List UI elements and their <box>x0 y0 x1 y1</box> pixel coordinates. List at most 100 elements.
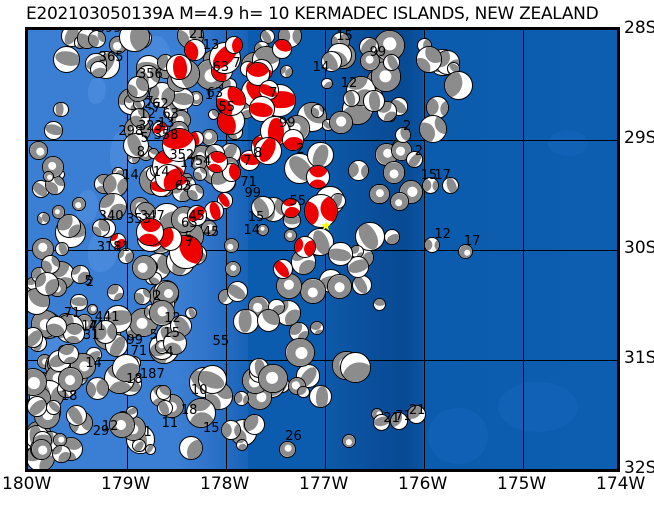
focal-mechanism-beachball <box>134 288 151 305</box>
map-plot-area: 3993653562622983233583523403533473184414… <box>25 27 620 472</box>
beachball-quadrants <box>297 386 309 398</box>
dilatational-quadrant <box>463 249 471 256</box>
beachball-quadrants <box>330 111 352 134</box>
ytick-label: 31S <box>624 348 654 368</box>
compressional-quadrant <box>226 163 241 181</box>
dilatational-quadrant <box>28 376 40 390</box>
compressional-quadrant <box>240 391 249 406</box>
xtick-label: 175W <box>497 474 547 494</box>
focal-mechanism-beachball <box>223 237 239 253</box>
beachball-quadrants <box>419 115 447 142</box>
compressional-quadrant <box>257 310 279 330</box>
beachball-number-label: 15 <box>163 325 181 341</box>
focal-mechanism-beachball <box>65 405 88 427</box>
dilatational-quadrant <box>227 243 234 250</box>
beachball-number-label: 99 <box>126 333 144 349</box>
focal-mechanism-beachball <box>52 101 69 118</box>
focal-mechanism-beachball <box>303 194 338 229</box>
beachball-quadrants <box>36 272 59 295</box>
xtick-label: 174W <box>596 474 646 494</box>
focal-mechanism-beachball <box>309 320 325 336</box>
beachball-quadrants <box>54 47 80 72</box>
ytick-label: 28S <box>624 18 654 38</box>
beachball-number-label: 71 <box>63 305 81 321</box>
focal-mechanism-beachball <box>372 414 390 432</box>
focal-mechanism-beachball <box>340 352 371 384</box>
focal-mechanism-beachball <box>363 90 385 113</box>
beachball-number-label: 14 <box>85 356 102 372</box>
focal-mechanism-beachball <box>305 165 330 190</box>
focal-mechanism-beachball <box>282 128 305 151</box>
focal-mechanism-beachball <box>251 195 275 220</box>
gridline-meridian <box>523 30 524 469</box>
beachball-quadrants <box>72 197 85 210</box>
beachball-number-label: 7 <box>152 100 161 116</box>
beachball-quadrants <box>221 420 241 440</box>
focal-mechanism-beachball <box>136 218 164 246</box>
beachball-quadrants <box>59 344 78 364</box>
compressional-quadrant <box>172 91 193 106</box>
beachball-number-label: 14 <box>312 60 330 76</box>
focal-mechanism-beachball <box>183 38 206 61</box>
compressional-quadrant <box>341 358 370 383</box>
focal-mechanism-beachball <box>86 377 110 401</box>
beachball-number-label: 63 <box>212 60 230 76</box>
compressional-quadrant <box>384 55 399 71</box>
focal-mechanism-beachball <box>197 364 228 395</box>
beachball-number-label: 15 <box>247 210 265 226</box>
beachball-quadrants <box>29 141 48 159</box>
beachball-number-label: 71 <box>240 174 257 190</box>
focal-mechanism-beachball <box>186 184 205 202</box>
beachball-number-label: 7 <box>145 95 154 111</box>
focal-mechanism-beachball <box>224 260 241 277</box>
compressional-quadrant <box>425 47 442 63</box>
beachball-quadrants <box>120 30 149 52</box>
focal-mechanism-beachball <box>44 121 63 140</box>
compressional-quadrant <box>54 49 80 69</box>
beachball-number-label: 17 <box>434 167 451 183</box>
bathymetry-blob <box>548 130 588 156</box>
beachball-number-label: 17 <box>81 319 98 335</box>
beachball-number-label: 7 <box>185 234 194 250</box>
focal-mechanism-beachball <box>91 218 110 237</box>
beachball-number-label: 41 <box>88 319 106 335</box>
focal-mechanism-beachball <box>256 309 280 333</box>
beachball-number-label: 11 <box>113 239 130 255</box>
beachball-number-label: 12 <box>340 76 358 92</box>
compressional-quadrant <box>55 102 64 117</box>
focal-mechanism-beachball <box>186 205 208 226</box>
focal-mechanism-beachball <box>42 170 54 182</box>
focal-mechanism-beachball <box>415 46 443 73</box>
compressional-quadrant <box>272 40 291 55</box>
focal-mechanism-beachball <box>151 120 168 137</box>
focal-mechanism-beachball <box>58 367 84 392</box>
beachball-number-label: 399 <box>97 30 122 36</box>
beachball-number-label: 14 <box>152 164 170 180</box>
beachball-number-label: 12 <box>434 226 451 242</box>
focal-mechanism-beachball <box>307 142 334 169</box>
beachball-number-label: 5 <box>149 327 158 343</box>
ytick-label: 30S <box>624 238 654 258</box>
beachball-number-label: 12 <box>164 311 181 327</box>
focal-mechanism-beachball <box>310 104 325 119</box>
compressional-quadrant <box>238 309 252 333</box>
compressional-quadrant <box>57 243 69 256</box>
focal-mechanism-beachball <box>244 414 266 436</box>
focal-mechanism-beachball <box>253 136 282 165</box>
beachball-quadrants <box>341 353 370 383</box>
beachball-number-label: 12 <box>101 418 119 434</box>
focal-mechanism-beachball <box>86 303 99 316</box>
beachball-number-label: 340 <box>98 209 124 225</box>
focal-mechanism-beachball <box>149 300 175 326</box>
focal-mechanism-beachball <box>99 192 127 221</box>
focal-mechanism-beachball <box>129 107 150 128</box>
focal-mechanism-beachball <box>424 237 441 254</box>
beachball-number-label: 99 <box>244 186 262 202</box>
focal-mechanism-beachball <box>184 306 197 319</box>
beachball-number-label: 63 <box>162 106 179 122</box>
beachball-number-label: 2 <box>402 119 412 135</box>
compressional-quadrant <box>137 230 163 245</box>
focal-mechanism-beachball <box>71 196 86 211</box>
focal-mechanism-beachball <box>154 164 182 192</box>
